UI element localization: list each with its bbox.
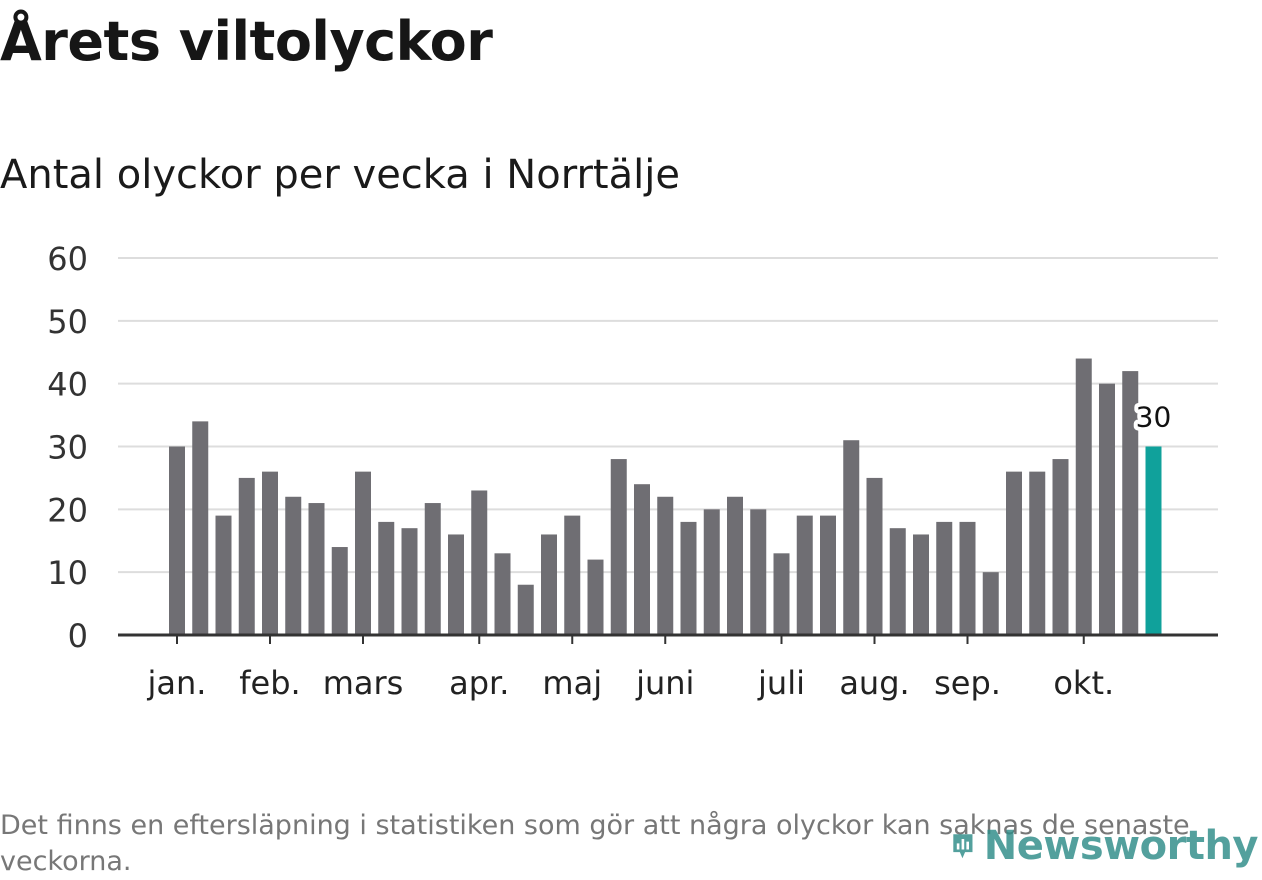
bar: [192, 421, 209, 635]
bar: [308, 503, 325, 635]
x-tick-label: feb.: [239, 664, 300, 702]
x-tick-label: sep.: [934, 664, 1001, 702]
bar: [913, 534, 929, 635]
bar: [843, 440, 860, 635]
x-axis: [118, 633, 1218, 644]
bar: [587, 559, 604, 635]
bar: [796, 515, 813, 635]
bar: [401, 528, 418, 635]
bar-highlight: [1145, 446, 1162, 635]
y-tick-label: 0: [68, 617, 88, 655]
bar: [471, 490, 488, 635]
y-tick-label: 20: [47, 491, 88, 529]
chart-subtitle: Antal olyckor per vecka i Norrtälje: [0, 152, 680, 198]
bar: [727, 496, 743, 635]
x-tick-label: juni: [635, 664, 694, 702]
bar: [564, 515, 581, 635]
y-tick-label: 10: [47, 554, 88, 592]
bar: [703, 509, 720, 635]
logo-text: Newsworthy: [983, 823, 1259, 869]
bar: [1122, 371, 1139, 635]
bar: [866, 477, 883, 635]
bar: [541, 534, 557, 635]
footnote: Det finns en eftersläpning i statistiken…: [0, 810, 1190, 877]
bar: [285, 496, 302, 635]
y-tick-label: 50: [47, 303, 88, 341]
bar: [517, 584, 534, 635]
bar: [424, 503, 441, 635]
bar: [680, 521, 697, 635]
bar: [331, 547, 348, 635]
bar: [820, 515, 836, 635]
highlight-value-label: 30: [1136, 401, 1172, 434]
bar: [889, 528, 906, 635]
bar: [1052, 459, 1069, 635]
bar: [448, 534, 464, 635]
x-tick-label: maj: [542, 664, 602, 702]
bar: [355, 471, 371, 635]
bar: [959, 521, 976, 635]
bar: [378, 521, 395, 635]
y-tick-label: 60: [47, 240, 88, 278]
bar: [262, 471, 278, 635]
bar: [750, 509, 767, 635]
x-tick-label: aug.: [839, 664, 909, 702]
y-tick-label: 40: [47, 366, 88, 404]
bar: [634, 484, 650, 635]
bar: [610, 459, 627, 635]
bar: [936, 521, 953, 635]
highlight-annotation: 30: [1132, 397, 1176, 438]
x-tick-label: jan.: [147, 664, 207, 702]
bar: [657, 496, 674, 635]
bar: [1029, 471, 1046, 635]
bar: [1075, 358, 1092, 635]
x-tick-label: apr.: [449, 664, 509, 702]
y-axis-tick-labels: 0 10 20 30 40 50 60: [47, 240, 88, 655]
bar: [1006, 471, 1022, 635]
bar: [494, 553, 511, 635]
bar: [215, 515, 232, 635]
bar: [169, 446, 185, 635]
newsworthy-logo: Newsworthy: [952, 814, 1259, 878]
bar: [238, 477, 255, 635]
bars: [169, 358, 1162, 635]
x-tick-label: juli: [757, 664, 805, 702]
x-axis-tick-labels: jan. feb. mars apr. maj juni juli aug. sep. okt.: [147, 664, 1115, 702]
y-tick-label: 30: [47, 429, 88, 467]
bar: [773, 553, 790, 635]
logo-icon: [953, 834, 973, 859]
x-tick-label: mars: [323, 664, 404, 702]
bar: [1099, 383, 1115, 635]
x-tick-label: okt.: [1053, 664, 1114, 702]
bar: [982, 572, 999, 635]
chart-title: Årets viltolyckor: [0, 10, 493, 73]
